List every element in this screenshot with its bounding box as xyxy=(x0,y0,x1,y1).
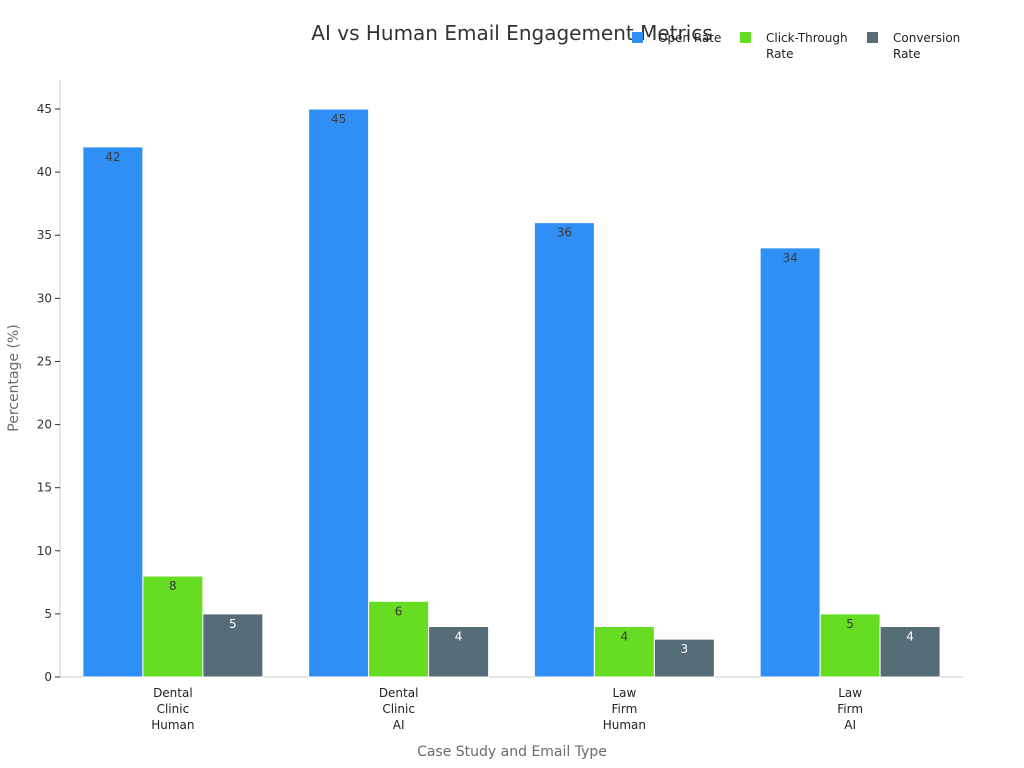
legend: Open Rate Click-Through Rate Conversion Rate xyxy=(632,31,960,61)
legend-label-line: Open Rate xyxy=(658,31,721,45)
bars-group: 42 8 5 45 6 4 36 4 3 34 5 4 xyxy=(82,108,941,678)
data-label: 36 xyxy=(557,226,572,240)
x-category-label-line: Clinic xyxy=(157,702,190,716)
y-axis-title: Percentage (%) xyxy=(6,324,22,431)
legend-swatch xyxy=(740,32,751,43)
legend-swatch xyxy=(632,32,643,43)
x-category-label: Dental Clinic Human xyxy=(151,686,194,732)
bar xyxy=(879,626,941,678)
data-label: 5 xyxy=(229,617,237,631)
data-label: 3 xyxy=(681,642,689,656)
legend-label-line: Rate xyxy=(893,47,921,61)
y-tick-label: 10 xyxy=(37,544,52,558)
x-category-label-line: Human xyxy=(603,718,646,732)
bar xyxy=(308,108,370,678)
y-tick-label: 45 xyxy=(37,102,52,116)
bar xyxy=(593,626,655,678)
legend-label: Click-Through Rate xyxy=(766,31,848,61)
data-label: 42 xyxy=(105,150,120,164)
x-category-label-line: Firm xyxy=(611,702,637,716)
legend-label: Open Rate xyxy=(658,31,721,45)
legend-label-line: Conversion xyxy=(893,31,960,45)
legend-label-line: Rate xyxy=(766,47,794,61)
y-tick-label: 40 xyxy=(37,165,52,179)
data-label: 4 xyxy=(621,630,629,644)
x-category-label-line: AI xyxy=(844,718,856,732)
x-category-label-line: Dental xyxy=(379,686,419,700)
chart-title: AI vs Human Email Engagement Metrics xyxy=(311,21,712,45)
y-tick-label: 35 xyxy=(37,228,52,242)
data-label: 45 xyxy=(331,112,346,126)
category-labels: Dental Clinic Human Dental Clinic AI Law Firm Hu… xyxy=(151,686,863,732)
data-label: 4 xyxy=(455,630,463,644)
bar xyxy=(759,247,821,678)
y-tick-label: 15 xyxy=(37,481,52,495)
bar xyxy=(368,600,430,678)
bar xyxy=(142,575,204,678)
x-category-label: Law Firm AI xyxy=(837,686,863,732)
bar xyxy=(202,613,264,678)
data-label: 8 xyxy=(169,579,177,593)
x-category-label-line: AI xyxy=(393,718,405,732)
x-category-label: Dental Clinic AI xyxy=(379,686,419,732)
y-tick-label: 20 xyxy=(37,418,52,432)
bar xyxy=(82,146,144,678)
y-tick-label: 0 xyxy=(44,670,52,684)
data-label: 5 xyxy=(846,617,854,631)
x-category-label-line: Clinic xyxy=(382,702,415,716)
x-category-label-line: Law xyxy=(838,686,862,700)
x-category-label-line: Firm xyxy=(837,702,863,716)
data-label: 4 xyxy=(906,630,914,644)
y-tick-label: 30 xyxy=(37,291,52,305)
y-tick-label: 5 xyxy=(44,607,52,621)
bar xyxy=(819,613,881,678)
x-category-label-line: Human xyxy=(151,718,194,732)
x-axis-title: Case Study and Email Type xyxy=(417,744,607,760)
data-label: 34 xyxy=(782,251,797,265)
bar xyxy=(533,222,595,678)
y-axis-ticks: 0 5 10 15 20 25 30 35 40 45 xyxy=(37,102,60,684)
bar xyxy=(428,626,490,678)
x-category-label: Law Firm Human xyxy=(603,686,646,732)
legend-label-line: Click-Through xyxy=(766,31,848,45)
x-category-label-line: Dental xyxy=(153,686,193,700)
bar xyxy=(653,638,715,678)
x-category-label-line: Law xyxy=(612,686,636,700)
y-tick-label: 25 xyxy=(37,354,52,368)
legend-label: Conversion Rate xyxy=(893,31,960,61)
legend-swatch xyxy=(867,32,878,43)
data-label: 6 xyxy=(395,604,403,618)
